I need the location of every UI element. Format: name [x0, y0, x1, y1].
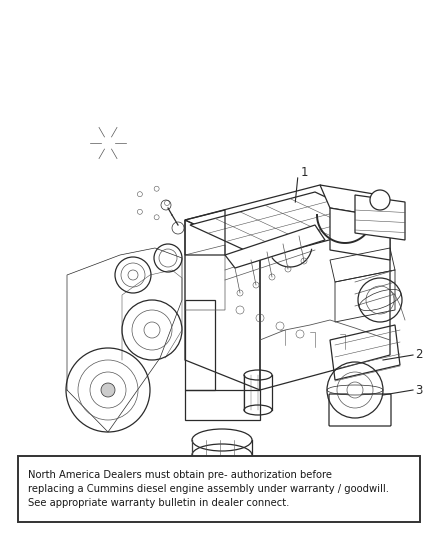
Circle shape: [138, 192, 142, 197]
Circle shape: [165, 200, 170, 206]
Circle shape: [370, 190, 390, 210]
Text: replacing a Cummins diesel engine assembly under warranty / goodwill.: replacing a Cummins diesel engine assemb…: [28, 484, 389, 494]
Text: See appropriate warranty bulletin in dealer connect.: See appropriate warranty bulletin in dea…: [28, 498, 289, 508]
Circle shape: [128, 270, 138, 280]
Circle shape: [154, 186, 159, 191]
Polygon shape: [320, 185, 390, 218]
Text: 2: 2: [415, 349, 423, 361]
Bar: [18, 456, 420, 522]
FancyBboxPatch shape: [329, 394, 391, 426]
Circle shape: [347, 382, 363, 398]
Circle shape: [101, 383, 115, 397]
Polygon shape: [355, 195, 405, 240]
Polygon shape: [225, 225, 325, 268]
Text: 1: 1: [301, 166, 308, 180]
Circle shape: [138, 209, 142, 214]
Text: 3: 3: [415, 384, 422, 397]
Circle shape: [154, 215, 159, 220]
Polygon shape: [190, 192, 385, 258]
Text: North America Dealers must obtain pre- authorization before: North America Dealers must obtain pre- a…: [28, 470, 332, 480]
Polygon shape: [330, 208, 390, 260]
